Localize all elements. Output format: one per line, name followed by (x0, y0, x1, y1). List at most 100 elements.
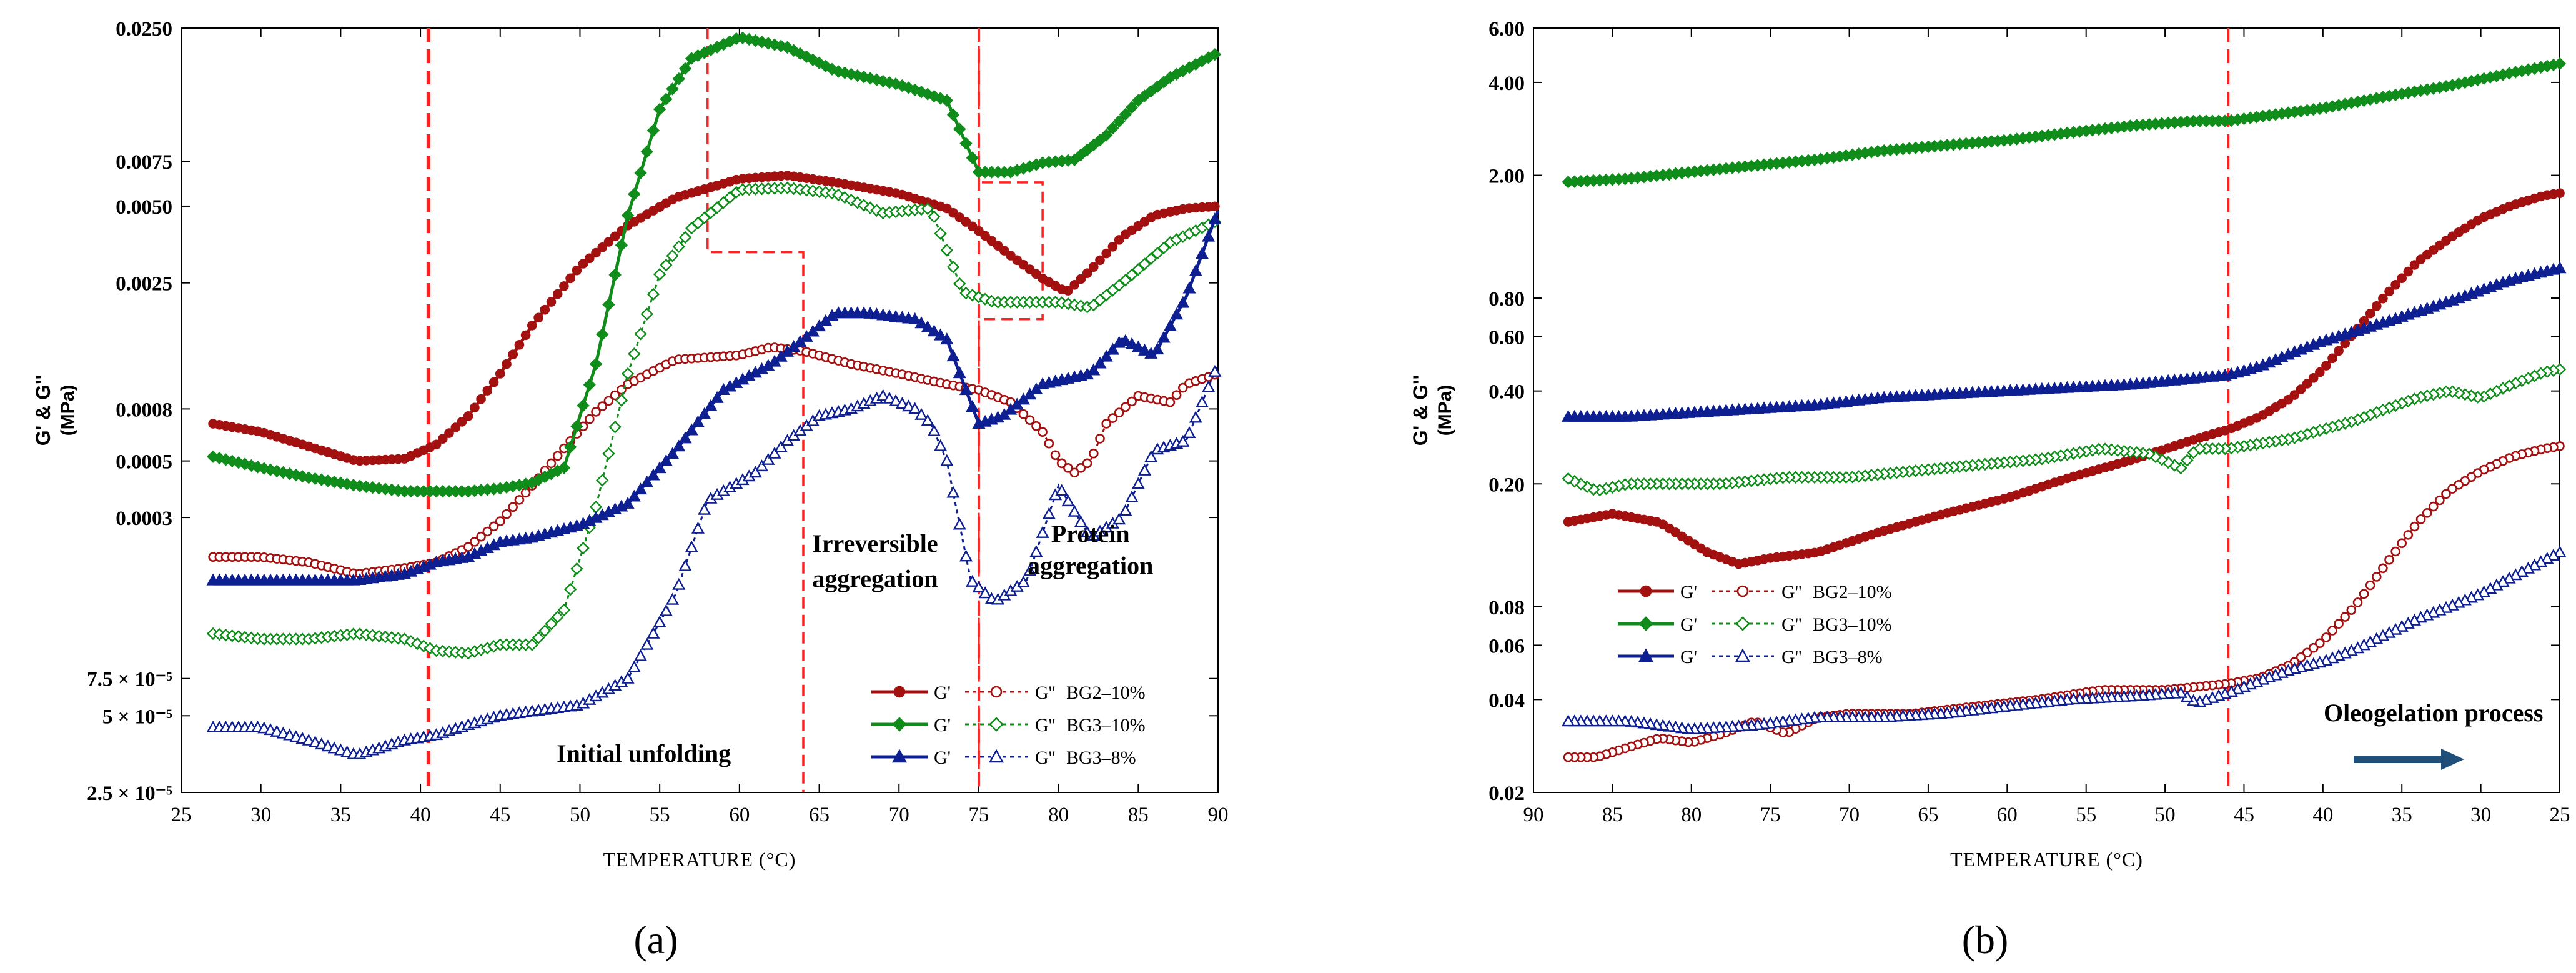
data-point (895, 397, 909, 409)
data-point (2484, 280, 2497, 292)
data-point (2429, 245, 2439, 255)
data-point (678, 559, 692, 571)
data-point (2294, 342, 2307, 355)
y-tick-label: 2.00 (1489, 166, 1525, 188)
data-point (660, 92, 673, 106)
data-point (476, 531, 486, 542)
legend-marker-gdouble (988, 749, 1004, 763)
data-point (2332, 649, 2346, 661)
annotation-text: Protein (1051, 520, 1130, 548)
data-point (527, 321, 537, 331)
legend-series-name: BG2–10% (1813, 582, 1892, 602)
data-point (2287, 345, 2301, 357)
data-point (761, 452, 775, 465)
data-point (608, 268, 622, 282)
legend: G' G'' BG2–10% G' G'' BG3–10% G' G'' BG3–8% (1618, 582, 1892, 667)
data-point (921, 87, 934, 101)
data-point (617, 384, 627, 395)
y-tick-label: 6.00 (1489, 18, 1525, 41)
data-point (1562, 714, 1575, 727)
data-point (2490, 384, 2504, 398)
data-point (2327, 353, 2337, 364)
data-point (1208, 212, 1222, 224)
data-point (2378, 293, 2388, 304)
data-point (666, 249, 679, 262)
data-point (2502, 273, 2516, 286)
data-point (2390, 279, 2400, 290)
data-point (2275, 666, 2289, 678)
data-point (908, 83, 921, 97)
data-point (2403, 266, 2414, 277)
data-point (634, 166, 647, 180)
data-point (1165, 397, 1176, 407)
data-point (1076, 274, 1086, 284)
x-tick-label: 25 (2550, 804, 2570, 826)
plot-frame (181, 27, 1219, 793)
x-tick-label: 90 (1523, 804, 1544, 826)
data-point (2262, 356, 2276, 368)
series-1 (208, 170, 1220, 466)
data-point (2244, 677, 2257, 690)
data-point (1131, 477, 1145, 489)
data-point (557, 461, 571, 474)
data-point (946, 349, 960, 362)
data-point (2534, 555, 2548, 567)
x-tick-label: 60 (1997, 804, 2018, 826)
data-point (1012, 255, 1022, 266)
data-point (940, 332, 954, 345)
data-point (966, 289, 979, 302)
x-axis-label: TEMPERATURE (°C) (603, 848, 796, 871)
data-point (627, 489, 641, 502)
data-point (666, 447, 680, 459)
data-point (876, 389, 890, 401)
data-point (2414, 611, 2428, 623)
data-point (2296, 384, 2306, 394)
data-point (672, 72, 685, 86)
data-point (2458, 289, 2472, 301)
data-point (508, 502, 518, 512)
data-point (1151, 247, 1164, 260)
data-point (902, 399, 916, 412)
data-point (2509, 377, 2522, 390)
legend-marker-gprime (1638, 616, 1653, 631)
data-point (1055, 484, 1069, 496)
data-point (2452, 596, 2465, 608)
x-tick-label: 65 (809, 804, 830, 826)
data-point (972, 581, 986, 593)
legend: G' G'' BG2–10% G' G'' BG3–10% G' G'' BG3–8% (871, 682, 1146, 768)
data-point (653, 461, 666, 474)
x-tick-label: 70 (889, 804, 909, 826)
x-tick-label: 35 (330, 804, 351, 826)
legend-marker-gprime (892, 717, 907, 732)
data-point (520, 330, 531, 341)
region-step-line (706, 28, 805, 792)
data-point (1029, 545, 1043, 557)
data-point (2427, 606, 2440, 618)
data-point (646, 468, 660, 481)
data-point (1107, 241, 1118, 252)
legend-series-name: BG2–10% (1066, 682, 1146, 703)
data-point (589, 500, 603, 514)
y-tick-label: 0.04 (1489, 689, 1525, 712)
data-point (2409, 260, 2420, 270)
data-point (2445, 293, 2459, 306)
data-point (1125, 101, 1139, 114)
data-point (2422, 507, 2432, 518)
data-point (921, 202, 934, 216)
legend-gdouble-label: G'' (1781, 614, 1801, 635)
data-point (2515, 565, 2529, 577)
data-point (986, 236, 997, 246)
data-point (1202, 380, 1216, 392)
data-point (1138, 257, 1151, 271)
data-point (825, 62, 839, 76)
data-point (1208, 364, 1222, 377)
data-point (628, 347, 641, 361)
data-point (570, 419, 583, 433)
panel-label: (a) (633, 917, 678, 962)
series-line (212, 174, 1219, 463)
x-tick-label: 70 (1839, 804, 1860, 826)
data-point (2250, 675, 2264, 687)
x-tick-label: 55 (650, 804, 670, 826)
data-point (1031, 421, 1041, 431)
data-point (2407, 613, 2421, 626)
